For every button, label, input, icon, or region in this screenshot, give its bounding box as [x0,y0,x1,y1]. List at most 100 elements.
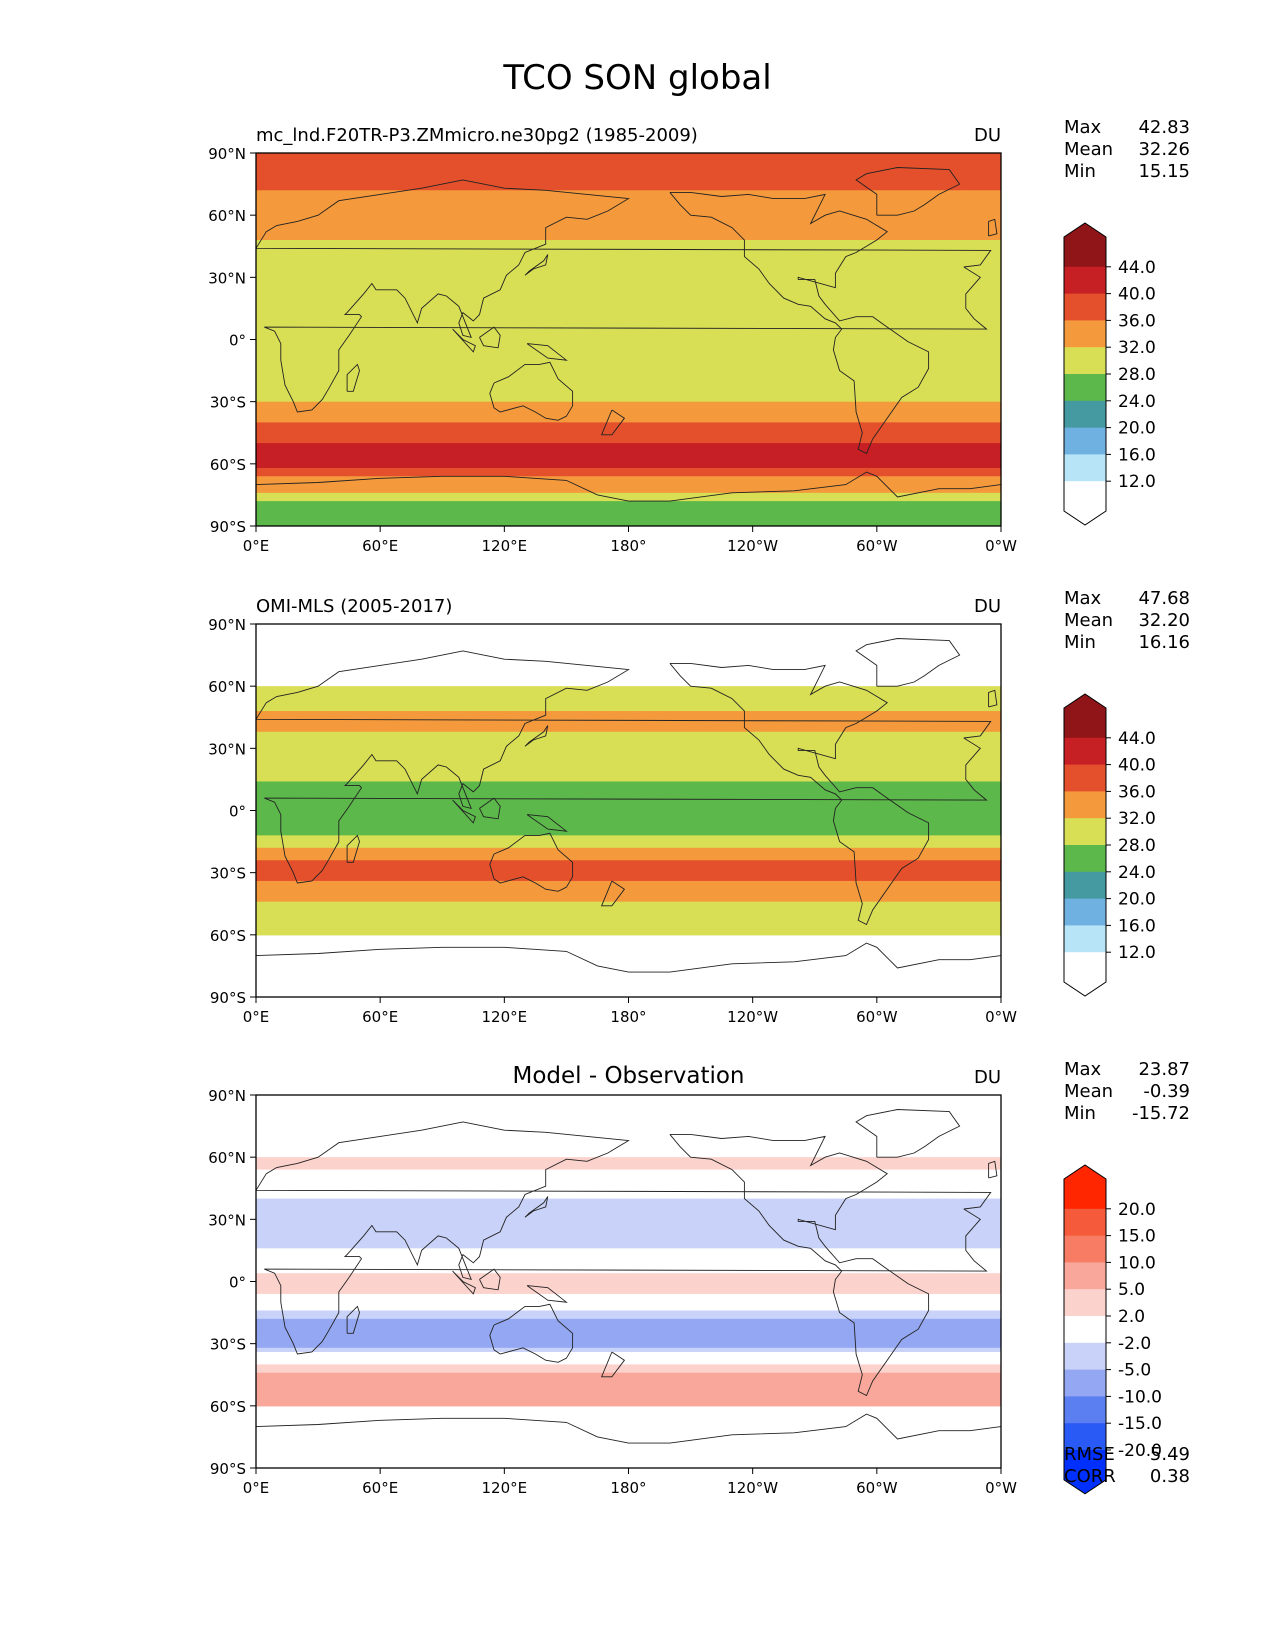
x-tick-label: 120°E [482,1008,528,1026]
panel-left-title: OMI-MLS (2005-2017) [256,596,452,617]
contour-band [256,1380,1001,1386]
contour-band [256,793,1001,799]
x-tick-label: 60°W [856,537,898,555]
colorbar-band [1064,1450,1106,1478]
coastline-7 [526,343,568,361]
coastline-1 [669,191,930,455]
contour-band [256,509,1001,515]
contour-band [256,752,1001,758]
contour-band [256,347,1001,353]
contour-band [256,744,1001,749]
contour-band [256,306,1001,312]
contour-band [256,872,1001,878]
contour-band [256,909,1001,915]
contour-band [256,806,1001,812]
extra-stat-value: 5.49 [1150,1444,1190,1465]
contour-band [256,1389,1001,1394]
contour-band [256,364,1001,370]
contour-band [256,182,1001,187]
stat-label: Mean [1064,139,1113,160]
stat-label: Min [1064,161,1096,182]
colorbar-tick-label: 32.0 [1118,809,1156,829]
contour-band [256,472,1001,477]
contour-band [256,438,1001,444]
colorbar-extend-max [1064,694,1106,711]
contour-band [256,397,1001,403]
contour-band [256,1194,1001,1200]
contour-band [256,1385,1001,1390]
contour-band [256,492,1001,498]
contour-band [256,1235,1001,1241]
colorbar-band [1064,320,1106,348]
contour-band [256,831,1001,836]
colorbar-outline [1063,1164,1107,1495]
colorbar-band [1064,427,1106,455]
colorbar-band [1064,1289,1106,1317]
colorbar-tick-label: 2.0 [1118,1307,1145,1327]
contour-band [256,459,1001,465]
extra-stat-label: CORR [1064,1466,1116,1487]
colorbar-band [1064,711,1106,739]
x-tick-label: 60°W [856,1479,898,1497]
contour-band [256,1351,1001,1357]
contour-band [256,372,1001,378]
colorbar-tick-label: 36.0 [1118,782,1156,802]
contour-band [256,293,1001,299]
y-tick-label: 90°S [210,1460,246,1478]
colorbar-tick-label: 10.0 [1118,1253,1156,1273]
colorbar-tick-label: 44.0 [1118,729,1156,749]
contour-band [256,1285,1001,1291]
contour-band [256,264,1001,270]
y-tick-label: 0° [229,803,246,821]
x-tick-label: 120°E [482,537,528,555]
contour-band [256,686,1001,691]
contour-band [256,727,1001,733]
contour-band [256,157,1001,162]
coastline-8 [524,725,549,747]
colorbar-band [1064,952,1106,980]
contour-band [256,1360,1001,1365]
contour-band [256,165,1001,171]
contour-band [256,856,1001,861]
contour-band [256,235,1001,241]
contour-band [256,215,1001,220]
contour-band [256,1343,1001,1349]
colorbar-tick-label: 16.0 [1118,916,1156,936]
contour-band [256,505,1001,511]
contour-band [256,273,1001,278]
y-tick-label: 30°S [210,1336,246,1354]
colorbar-band [1064,1423,1106,1451]
y-tick-label: 60°N [208,678,246,696]
x-tick-label: 180° [610,1479,646,1497]
colorbar-band [1064,240,1106,268]
contour-band [256,843,1001,849]
contour-band [256,206,1001,212]
x-tick-label: 60°E [362,1479,398,1497]
coastline-11 [988,689,998,708]
contour-band [256,1260,1001,1266]
x-tick-label: 60°E [362,537,398,555]
panel-model: 90°N 60°N 30°N 0° 30°S 60°S 90°S0°E 60°E 120°E 18… [208,117,1190,555]
y-tick-label: 60°N [208,1149,246,1167]
contour-band [256,715,1001,720]
coastline-2 [489,832,574,892]
contour-band [256,1173,1001,1179]
stat-label: Mean [1064,1081,1113,1102]
contour-band [256,798,1001,803]
colorbar-band [1064,454,1106,482]
contour-band [256,430,1001,436]
stat-label: Max [1064,588,1102,609]
colorbar-band [1064,374,1106,402]
x-tick-label: 0°E [243,537,270,555]
y-tick-label: 0° [229,1274,246,1292]
contour-band [256,723,1001,729]
contour-band [256,897,1001,903]
contour-band [256,1335,1001,1341]
colorbar-tick-label: -10.0 [1118,1387,1162,1407]
contour-band [256,385,1001,390]
contour-band [256,256,1001,262]
colorbar-extend-min [1064,979,1106,996]
coastline-7 [526,1285,568,1303]
contour-band [256,401,1001,407]
